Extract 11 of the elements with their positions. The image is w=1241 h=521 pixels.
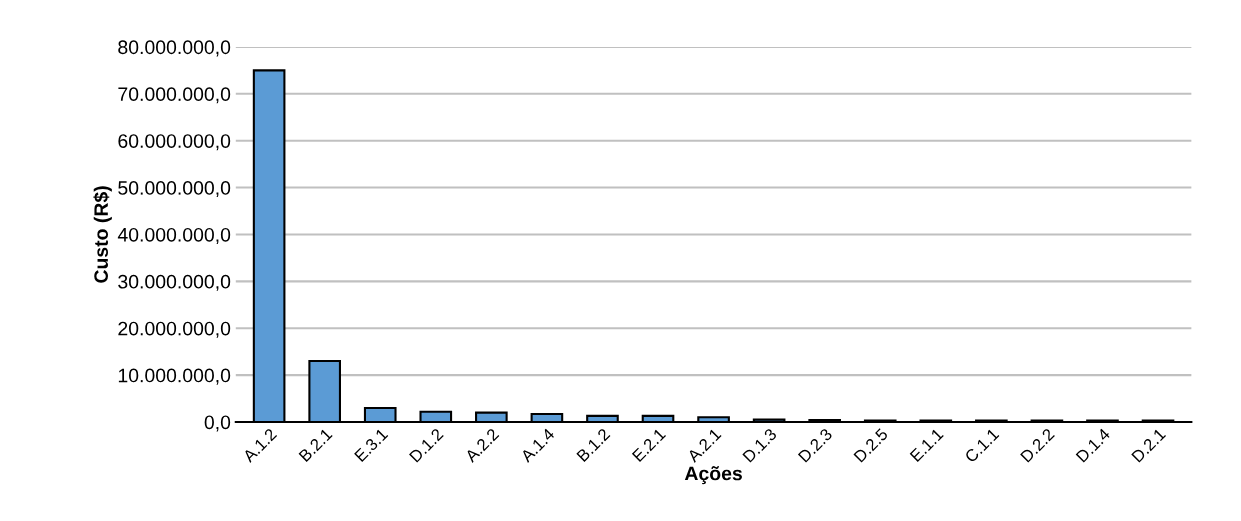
y-tick-label: 80.000.000,0	[118, 40, 231, 57]
y-tick-label: 70.000.000,0	[118, 87, 231, 104]
y-tick-label: 60.000.000,0	[118, 134, 231, 151]
y-tick-label: 40.000.000,0	[117, 227, 231, 244]
x-axis-title: Ações	[684, 466, 742, 485]
y-tick-label: 20.000.000,0	[118, 321, 231, 338]
y-tick-label: 10.000.000,0	[118, 368, 231, 385]
y-tick-label: 30.000.000,0	[118, 274, 231, 291]
y-axis-title: Custo (R$)	[93, 186, 112, 283]
y-tick-label: 0,0	[204, 415, 231, 432]
y-tick-label: 50.000.000,0	[118, 181, 231, 198]
